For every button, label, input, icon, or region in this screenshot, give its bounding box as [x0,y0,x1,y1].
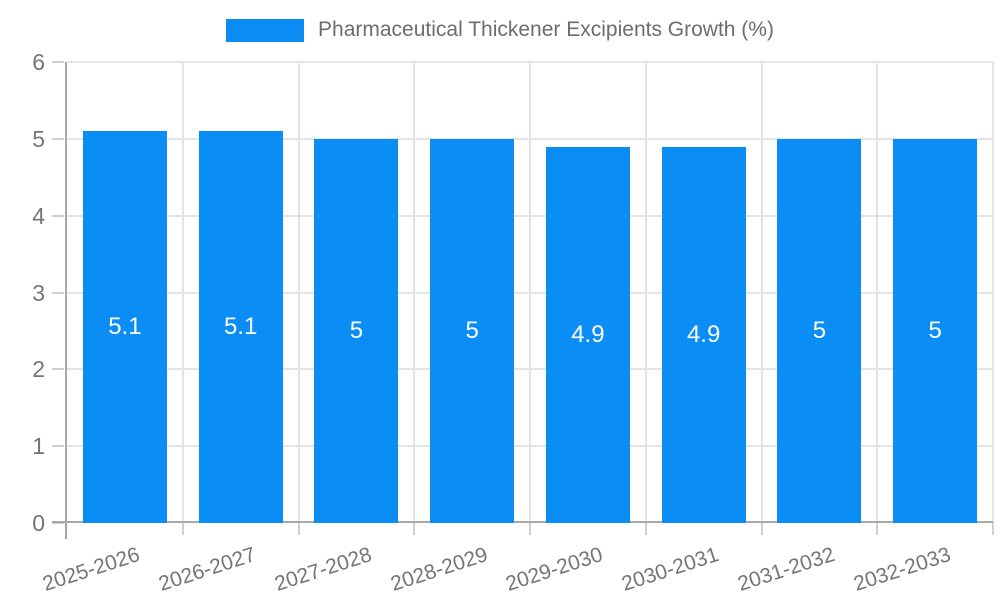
y-tick-mark [52,214,64,217]
x-gridline [413,62,416,523]
y-tick-mark [52,368,64,371]
x-tick-mark [181,523,184,535]
x-gridline [297,62,300,523]
x-gridline [876,62,879,523]
y-tick-mark [52,445,64,448]
bar-value-label: 5.1 [223,313,258,341]
y-axis-line [65,62,67,539]
bar [777,138,862,523]
x-tick-mark [297,523,300,535]
x-axis-category-label: 2029-2030 [503,543,606,596]
bar [314,138,399,523]
bar-value-label: 4.9 [686,320,721,348]
y-axis-tick-label: 5 [32,125,45,152]
bar [661,146,746,523]
bar-value-label: 5 [349,316,364,344]
x-gridline [181,62,184,523]
bar-value-label: 5 [465,316,479,344]
x-axis-category-label: 2031-2032 [734,543,838,596]
bar [893,138,978,523]
bar-value-label: 5 [812,316,827,344]
x-axis-line [52,521,993,523]
y-tick-mark [52,137,64,140]
y-axis-tick-label: 3 [32,279,45,306]
bar-value-label: 4.9 [571,320,605,348]
x-gridline [644,62,647,523]
y-axis-tick-label: 4 [32,202,45,229]
x-tick-mark [413,523,416,535]
bar [82,131,167,523]
x-axis-category-label: 2026-2027 [156,543,259,596]
y-axis-tick-label: 2 [32,356,45,383]
chart-legend[interactable]: Pharmaceutical Thickener Excipients Grow… [0,18,1000,42]
legend-swatch[interactable] [226,18,305,42]
y-tick-mark [52,61,64,63]
x-tick-mark [760,523,763,535]
x-gridline [992,62,994,523]
y-tick-mark [52,291,64,294]
x-tick-mark [876,523,879,535]
bar [430,138,515,523]
legend-label: Pharmaceutical Thickener Excipients Grow… [318,18,774,41]
bar-value-label: 5 [928,316,942,344]
y-axis-tick-label: 1 [32,433,45,460]
x-axis-category-label: 2032-2033 [850,543,954,596]
x-tick-mark [644,523,647,535]
y-tick-mark [52,522,64,524]
y-axis-tick-label: 0 [32,510,45,536]
bar [545,146,630,523]
x-tick-mark [992,523,994,535]
bar-value-label: 5.1 [108,313,142,341]
x-axis-category-label: 2028-2029 [387,543,491,596]
x-axis-category-label: 2030-2031 [619,543,722,596]
y-axis-tick-label: 6 [32,49,45,75]
x-gridline [529,62,531,523]
x-gridline [760,62,763,523]
x-tick-mark [529,523,531,535]
x-axis-category-label: 2027-2028 [271,543,375,596]
x-axis-category-label: 2025-2026 [40,543,143,596]
bar [198,131,283,523]
